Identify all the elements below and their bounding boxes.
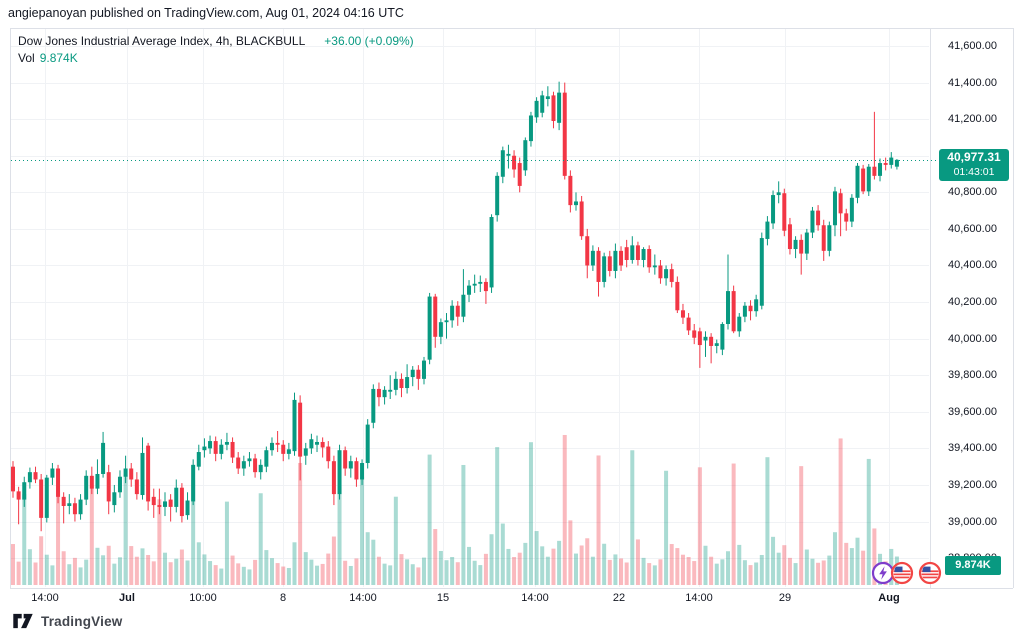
symbol-title: Dow Jones Industrial Average Index, 4h, … [18,34,306,48]
volume-value: 9.874K [39,51,78,65]
tradingview-logo-icon[interactable] [12,611,34,631]
time-tick-label: 29 [778,592,792,604]
grid-layer [11,29,929,587]
time-tick-label: 15 [436,592,450,604]
lightning-event-icon[interactable] [871,561,895,585]
change-value: +36.00 (+0.09%) [324,34,414,48]
candle-countdown: 01:43:01 [953,166,995,179]
candles-layer [11,81,899,532]
chart-legend: Dow Jones Industrial Average Index, 4h, … [18,34,414,48]
time-tick-label: 14:00 [521,592,549,604]
volume-layer [11,434,899,585]
tradingview-brand-text[interactable]: TradingView [41,613,123,629]
event-icons [871,561,942,585]
pane-borders [10,28,1014,589]
time-tick-label: Jul [119,592,135,604]
last-volume-badge: 9.874K [945,556,1001,575]
last-price-value: 40,977.31 [947,150,1001,165]
us-flag-event-icon[interactable] [918,561,942,585]
us-flag-event-icon[interactable] [890,561,914,585]
last-price-badge: 40,977.31 01:43:01 [939,149,1009,182]
volume-label: Vol [18,51,35,65]
time-tick-label: 10:00 [189,592,217,604]
time-axis[interactable]: 14:00 Jul 10:00 8 14:00 15 14:00 22 14:00 29 Aug [0,592,1024,608]
volume-legend: Vol 9.874K [18,51,78,65]
time-tick-label: 22 [612,592,626,604]
footer: TradingView [12,611,122,631]
time-tick-label: 8 [279,592,287,604]
time-tick-label: 14:00 [685,592,713,604]
time-tick-label: 14:00 [349,592,377,604]
time-tick-label: Aug [878,592,900,604]
publish-header: angiepanoyan published on TradingView.co… [8,6,404,20]
time-tick-label: 14:00 [31,592,59,604]
